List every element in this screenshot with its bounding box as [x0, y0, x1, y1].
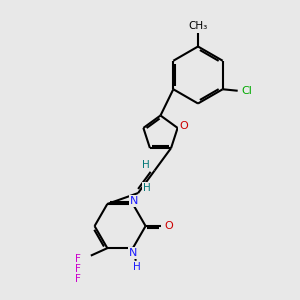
Text: O: O: [165, 221, 173, 231]
Text: N: N: [129, 248, 137, 258]
Text: Cl: Cl: [241, 86, 252, 96]
Text: F: F: [75, 264, 81, 274]
Text: H: H: [142, 160, 149, 170]
Text: F: F: [75, 274, 81, 284]
Text: H: H: [143, 183, 151, 193]
Text: CH₃: CH₃: [188, 20, 208, 31]
Text: F: F: [75, 254, 81, 264]
Text: N: N: [130, 196, 139, 206]
Text: O: O: [179, 122, 188, 131]
Text: H: H: [134, 262, 141, 272]
